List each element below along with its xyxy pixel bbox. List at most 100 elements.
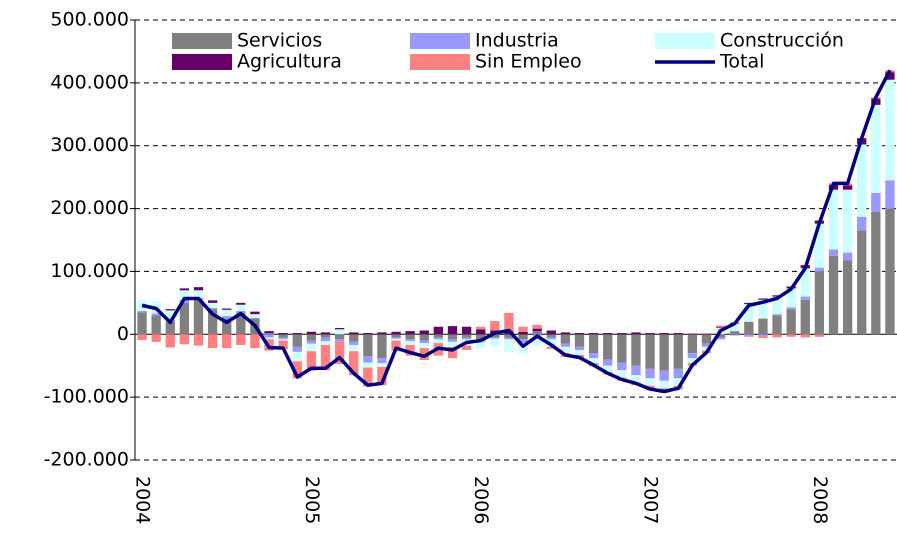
bar xyxy=(857,230,867,335)
y-tick-label: -100.000 xyxy=(44,386,129,408)
bar xyxy=(250,317,260,319)
bar xyxy=(405,341,415,345)
bar xyxy=(363,356,373,363)
bar xyxy=(334,328,345,330)
bar xyxy=(264,334,274,338)
bar xyxy=(476,326,486,330)
bar xyxy=(222,316,232,319)
bar xyxy=(490,337,500,339)
bar xyxy=(447,346,458,359)
bar xyxy=(377,334,387,359)
x-tick-label: 2004 xyxy=(132,476,154,524)
bar xyxy=(490,334,500,338)
bar xyxy=(687,334,698,354)
bar xyxy=(772,315,782,335)
bar xyxy=(476,334,486,340)
bar xyxy=(659,334,669,371)
bar xyxy=(165,321,175,335)
bar xyxy=(631,375,641,383)
bar xyxy=(349,344,359,352)
bar xyxy=(617,334,627,363)
bar xyxy=(730,323,740,332)
bar xyxy=(546,334,556,338)
bar xyxy=(659,333,669,335)
bar xyxy=(433,334,444,338)
bar xyxy=(236,304,246,312)
bar xyxy=(306,334,317,341)
bar xyxy=(617,333,627,335)
y-tick-label: 200.000 xyxy=(50,197,129,219)
bar xyxy=(871,211,881,335)
bar xyxy=(504,312,514,332)
bar xyxy=(334,329,345,335)
bar xyxy=(433,337,444,340)
bar xyxy=(574,350,585,356)
bar xyxy=(744,302,754,305)
bar xyxy=(306,331,317,335)
bar xyxy=(377,332,387,335)
bar xyxy=(193,290,204,298)
bar xyxy=(320,334,331,338)
bar xyxy=(250,311,260,315)
bar xyxy=(800,296,810,300)
y-tick-label: 400.000 xyxy=(50,71,129,93)
bar xyxy=(278,337,288,340)
bar xyxy=(391,331,401,335)
bar xyxy=(588,334,599,354)
bar xyxy=(772,296,782,315)
bar xyxy=(885,180,895,209)
bar xyxy=(222,308,232,310)
bar xyxy=(814,223,825,268)
bar xyxy=(659,380,669,389)
bar xyxy=(871,104,881,193)
bar xyxy=(631,332,641,335)
bar xyxy=(687,358,698,364)
legend-label: Sin Empleo xyxy=(475,51,582,73)
bar xyxy=(504,337,514,340)
bar xyxy=(645,368,655,379)
bar xyxy=(306,351,317,371)
bar xyxy=(603,333,613,335)
legend-swatch xyxy=(172,33,232,49)
bar xyxy=(405,344,415,356)
legend-label: Agricultura xyxy=(237,51,342,73)
bar xyxy=(334,341,345,364)
bar xyxy=(673,368,683,379)
bar xyxy=(250,334,260,349)
bar xyxy=(349,332,359,335)
bar xyxy=(518,334,528,340)
bar xyxy=(320,341,331,345)
legend-label: Servicios xyxy=(237,30,322,52)
bar xyxy=(461,326,472,335)
bar xyxy=(292,351,302,362)
bar xyxy=(885,72,895,80)
bar xyxy=(758,318,768,335)
bar xyxy=(828,189,839,250)
bar xyxy=(179,334,190,345)
x-tick-label: 2006 xyxy=(470,476,492,524)
bar xyxy=(306,340,317,344)
bar xyxy=(560,343,571,347)
bar xyxy=(603,334,613,360)
bar xyxy=(645,378,655,386)
bar xyxy=(405,339,415,342)
bar xyxy=(842,185,853,190)
bar xyxy=(786,288,796,308)
bar xyxy=(419,348,429,361)
bar xyxy=(673,334,683,369)
bar xyxy=(292,334,302,347)
bar xyxy=(334,334,345,340)
bar xyxy=(532,331,542,335)
bar xyxy=(278,334,288,338)
bar xyxy=(715,337,726,340)
bar xyxy=(885,208,895,335)
legend-swatch xyxy=(410,54,470,70)
bar xyxy=(207,334,218,349)
bar xyxy=(518,331,528,335)
bar xyxy=(222,318,232,335)
bar xyxy=(786,334,796,337)
legend: Servicios Industria Construcción Agricultur… xyxy=(172,30,844,73)
bar xyxy=(405,331,415,335)
bar xyxy=(588,353,599,359)
bar xyxy=(786,307,796,310)
